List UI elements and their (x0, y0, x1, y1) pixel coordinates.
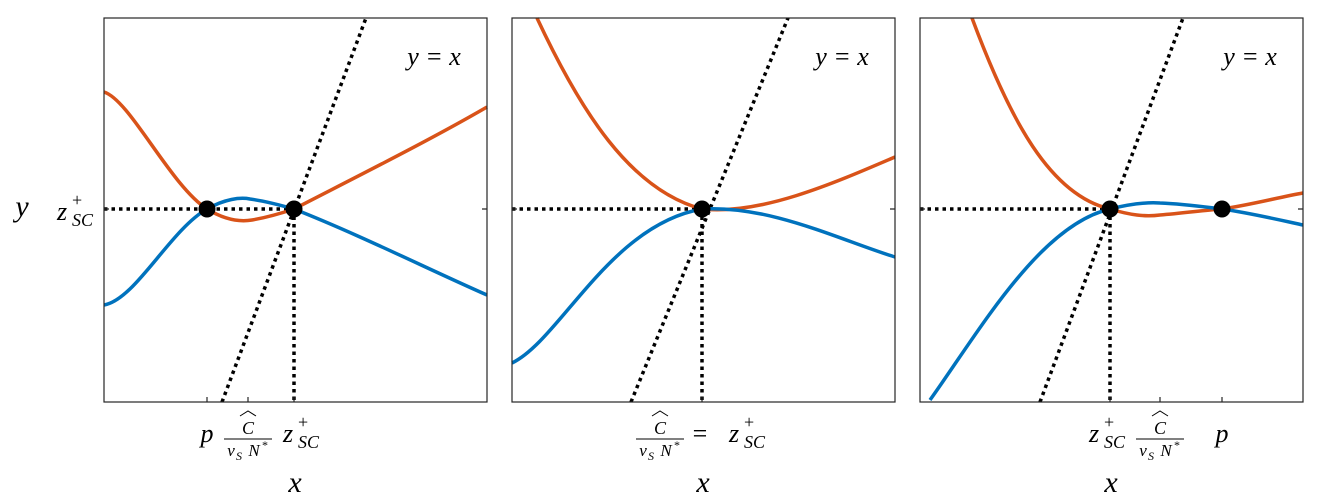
tick-label: = (693, 419, 708, 448)
guide-lines (920, 17, 1185, 403)
x-axis-label: x (287, 466, 302, 499)
tick-label-sub: SC (298, 432, 320, 452)
panel (919, 17, 1304, 403)
annotation: y = x (1220, 42, 1277, 71)
fixed-point (285, 200, 303, 218)
axes-frame (919, 17, 1304, 403)
tick-label: p (1214, 419, 1229, 448)
blue-curve (103, 196, 488, 307)
tick-label-sub: SC (1104, 432, 1126, 452)
ticks (512, 208, 895, 402)
tick-label: z (56, 197, 67, 226)
ticks (920, 208, 1303, 402)
panel (511, 17, 896, 403)
fraction-denominator: ν (639, 441, 647, 460)
hat (1151, 410, 1169, 417)
annotation: y = x (404, 42, 461, 71)
hat (239, 410, 257, 417)
fixed-point (1213, 200, 1231, 218)
tick-label-sup: + (1104, 412, 1114, 432)
annotation: y = x (812, 42, 869, 71)
fraction-denominator: N (1159, 441, 1173, 460)
fixed-point (693, 200, 711, 218)
blue-curve (928, 201, 1304, 402)
fraction-denominator-sup: * (674, 438, 680, 452)
fraction-denominator: N (247, 441, 261, 460)
fraction-denominator: ν (227, 441, 235, 460)
fraction-denominator-sup: * (1174, 438, 1180, 452)
fraction-numerator: C (242, 418, 255, 438)
tick-label-sub: SC (72, 210, 94, 230)
y-axis-label: y (12, 190, 29, 223)
axes-frame (511, 17, 896, 403)
x-axis-label: x (1103, 466, 1118, 499)
fraction-denominator: ν (1139, 441, 1147, 460)
guide-lines (104, 17, 368, 403)
tick-label-sup: + (298, 412, 308, 432)
panel (103, 17, 488, 403)
tick-label: p (199, 419, 214, 448)
ticks (104, 208, 487, 402)
fixed-point (198, 200, 216, 218)
hat (651, 410, 669, 417)
tick-label: z (1088, 419, 1099, 448)
fraction-denominator-sub: S (236, 449, 242, 463)
x-axis-label: x (695, 466, 710, 499)
axes-frame (103, 17, 488, 403)
fraction-denominator-sub: S (648, 449, 654, 463)
fixed-point (1101, 200, 1119, 218)
fraction-denominator: N (659, 441, 673, 460)
orange-curve (970, 17, 1304, 218)
fraction-numerator: C (1154, 418, 1167, 438)
guide-lines (512, 17, 790, 403)
fraction-numerator: C (654, 418, 667, 438)
tick-label-sub: SC (744, 432, 766, 452)
tick-label: z (728, 419, 739, 448)
fraction-denominator-sub: S (1148, 449, 1154, 463)
fraction-denominator-sup: * (262, 438, 268, 452)
tick-label: z (282, 419, 293, 448)
tick-label-sup: + (72, 190, 82, 210)
orange-curve (103, 90, 488, 223)
tick-label-sup: + (744, 412, 754, 432)
